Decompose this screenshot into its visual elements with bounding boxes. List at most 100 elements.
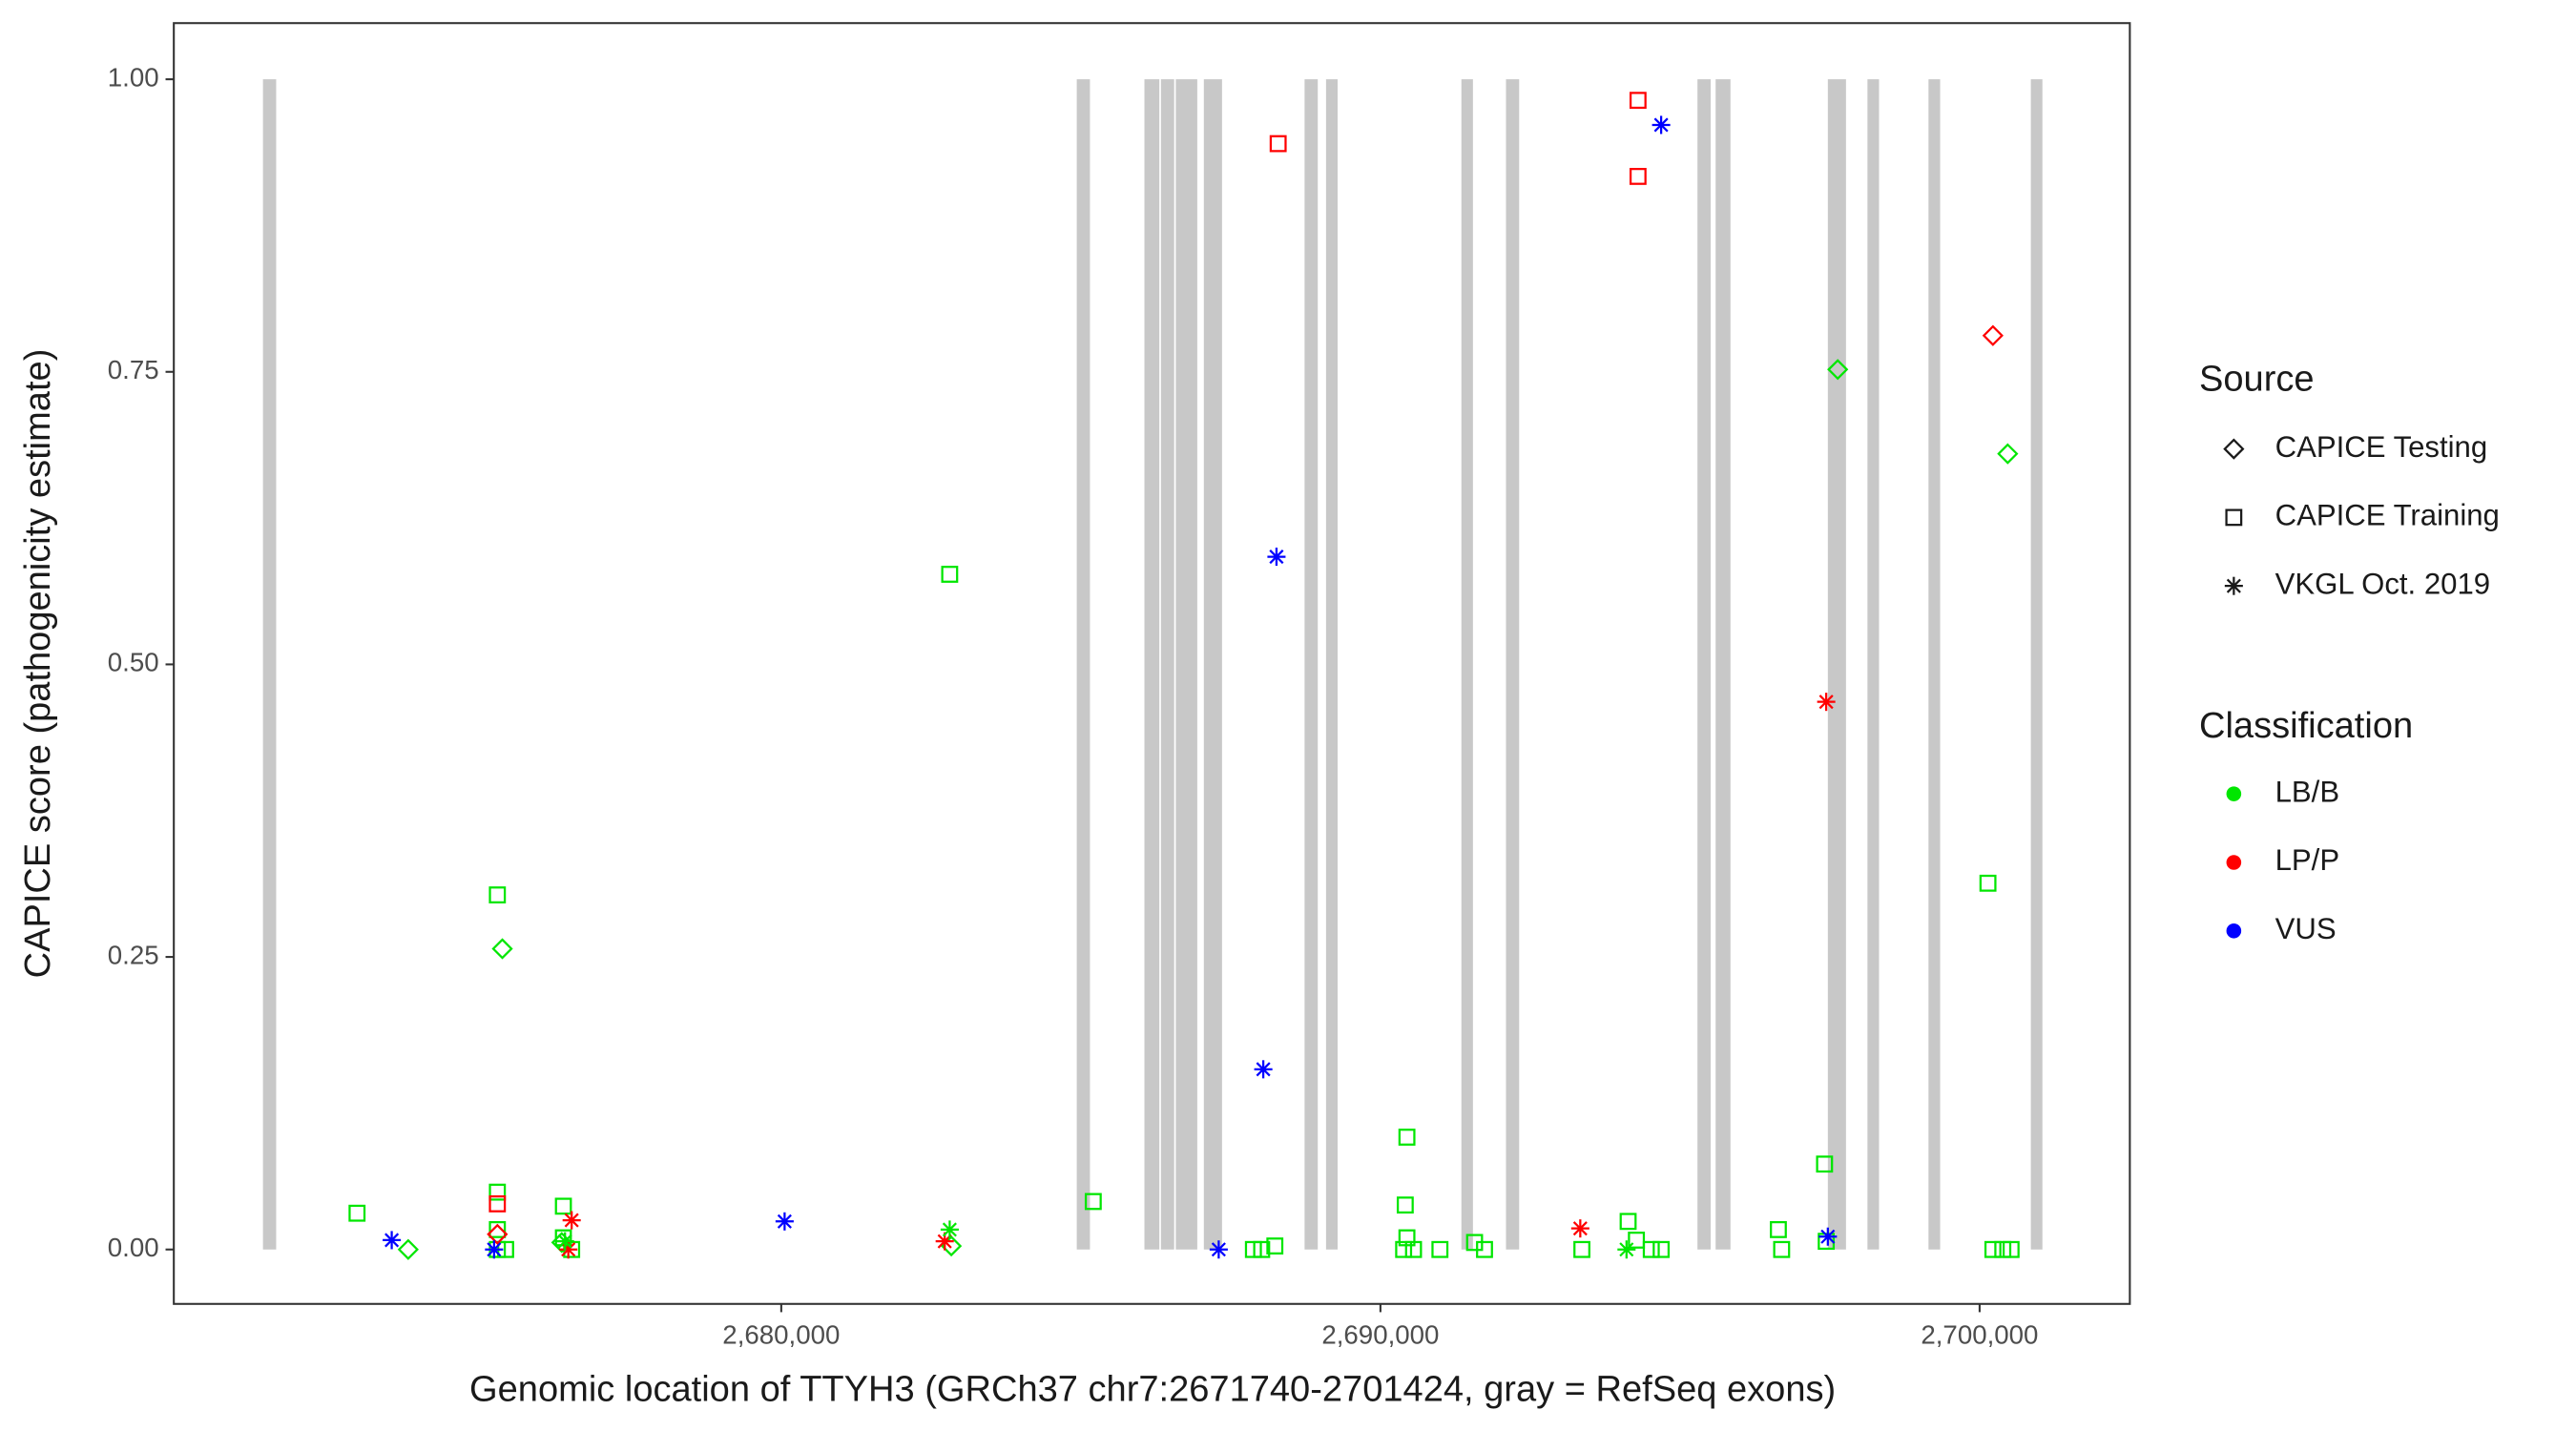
legend-label: CAPICE Training: [2275, 499, 2500, 532]
point: [941, 566, 959, 583]
point: [485, 1240, 504, 1259]
point: [1997, 443, 2019, 465]
point: [1827, 359, 1849, 381]
legend-label: VKGL Oct. 2019: [2275, 567, 2491, 600]
point: [1573, 1240, 1590, 1258]
point: [491, 938, 513, 960]
point-stroke: [1818, 695, 1834, 710]
y-tick-label: 1.00: [108, 62, 159, 92]
point: [1982, 324, 2004, 346]
point: [1628, 1232, 1646, 1249]
y-tick-label: 0.25: [108, 940, 159, 969]
point-stroke: [561, 1242, 576, 1257]
exon: [1715, 79, 1731, 1250]
y-tick-label: 0.00: [108, 1233, 159, 1262]
point: [1254, 1060, 1273, 1079]
exon: [2030, 79, 2043, 1250]
point: [940, 1220, 959, 1239]
exon: [1827, 79, 1846, 1250]
point: [562, 1211, 581, 1230]
point-stroke: [1572, 1221, 1588, 1236]
point-stroke: [777, 1213, 792, 1229]
point: [1084, 1192, 1102, 1211]
exon: [1076, 79, 1091, 1250]
exon: [1203, 79, 1222, 1250]
point: [1431, 1240, 1449, 1258]
point: [1396, 1196, 1414, 1214]
point-stroke: [384, 1233, 400, 1248]
exon: [1160, 79, 1174, 1250]
point: [1267, 548, 1286, 567]
exon: [1304, 79, 1319, 1250]
point: [1404, 1240, 1423, 1258]
exon: [1506, 79, 1520, 1250]
point-stroke: [564, 1213, 579, 1228]
x-axis-title: Genomic location of TTYH3 (GRCh37 chr7:2…: [469, 1370, 1836, 1410]
point-stroke: [942, 1222, 957, 1237]
point: [1570, 1219, 1589, 1238]
point: [488, 886, 507, 903]
point: [383, 1231, 402, 1250]
point-stroke: [487, 1242, 502, 1257]
point: [1629, 92, 1647, 110]
point: [1652, 115, 1671, 135]
legend-label: CAPICE Testing: [2275, 430, 2488, 464]
point-stroke: [1269, 550, 1284, 565]
point: [1652, 1240, 1671, 1258]
point: [488, 1183, 507, 1201]
point: [1209, 1240, 1228, 1259]
point: [2002, 1240, 2020, 1258]
legend-key: [2224, 576, 2243, 595]
point: [1476, 1240, 1493, 1258]
exon: [1928, 79, 1941, 1250]
point: [1395, 1240, 1413, 1258]
legend-key: [2226, 923, 2242, 939]
point: [1818, 1227, 1838, 1246]
point: [1619, 1213, 1637, 1231]
point: [1770, 1220, 1787, 1238]
legend-label: VUS: [2275, 912, 2337, 945]
point: [1984, 1240, 2002, 1258]
point-stroke: [1211, 1242, 1226, 1257]
point: [1629, 168, 1647, 185]
legend-key: [2223, 438, 2245, 460]
legend-label: LP/P: [2275, 843, 2339, 877]
point-stroke: [1820, 1229, 1836, 1244]
point-stroke: [1619, 1242, 1634, 1257]
x-tick-label: 2,700,000: [1921, 1320, 2038, 1350]
y-tick-label: 0.50: [108, 648, 159, 677]
point: [1398, 1129, 1416, 1146]
point: [554, 1197, 572, 1215]
y-axis-title: CAPICE score (pathogenicity estimate): [18, 349, 58, 979]
legend: CAPICE Testing CAPICE Training VKGL Oct. 2…: [2223, 430, 2500, 945]
legend-key: [2226, 855, 2242, 870]
exon: [1461, 79, 1473, 1250]
exon: [1144, 79, 1160, 1250]
point: [1617, 1240, 1636, 1259]
legend-title: Source: [2199, 360, 2315, 400]
x-tick-label: 2,690,000: [1321, 1320, 1439, 1350]
point: [1642, 1240, 1660, 1258]
exon: [262, 79, 277, 1250]
legend-title: Classification: [2199, 706, 2413, 746]
point: [1816, 1155, 1834, 1173]
point: [1266, 1237, 1284, 1255]
point: [1817, 693, 1836, 712]
y-tick-label: 0.75: [108, 355, 159, 384]
point: [487, 1223, 509, 1245]
point: [488, 1220, 507, 1238]
point: [1773, 1240, 1791, 1258]
plot-area: [262, 79, 2043, 1260]
point: [555, 1232, 574, 1251]
point-stroke: [1256, 1062, 1271, 1077]
point: [1979, 874, 1997, 892]
x-tick-label: 2,680,000: [722, 1320, 840, 1350]
point: [775, 1212, 794, 1231]
point-stroke: [557, 1234, 572, 1249]
point: [348, 1204, 366, 1222]
point: [1253, 1240, 1271, 1258]
exon: [1867, 79, 1880, 1250]
